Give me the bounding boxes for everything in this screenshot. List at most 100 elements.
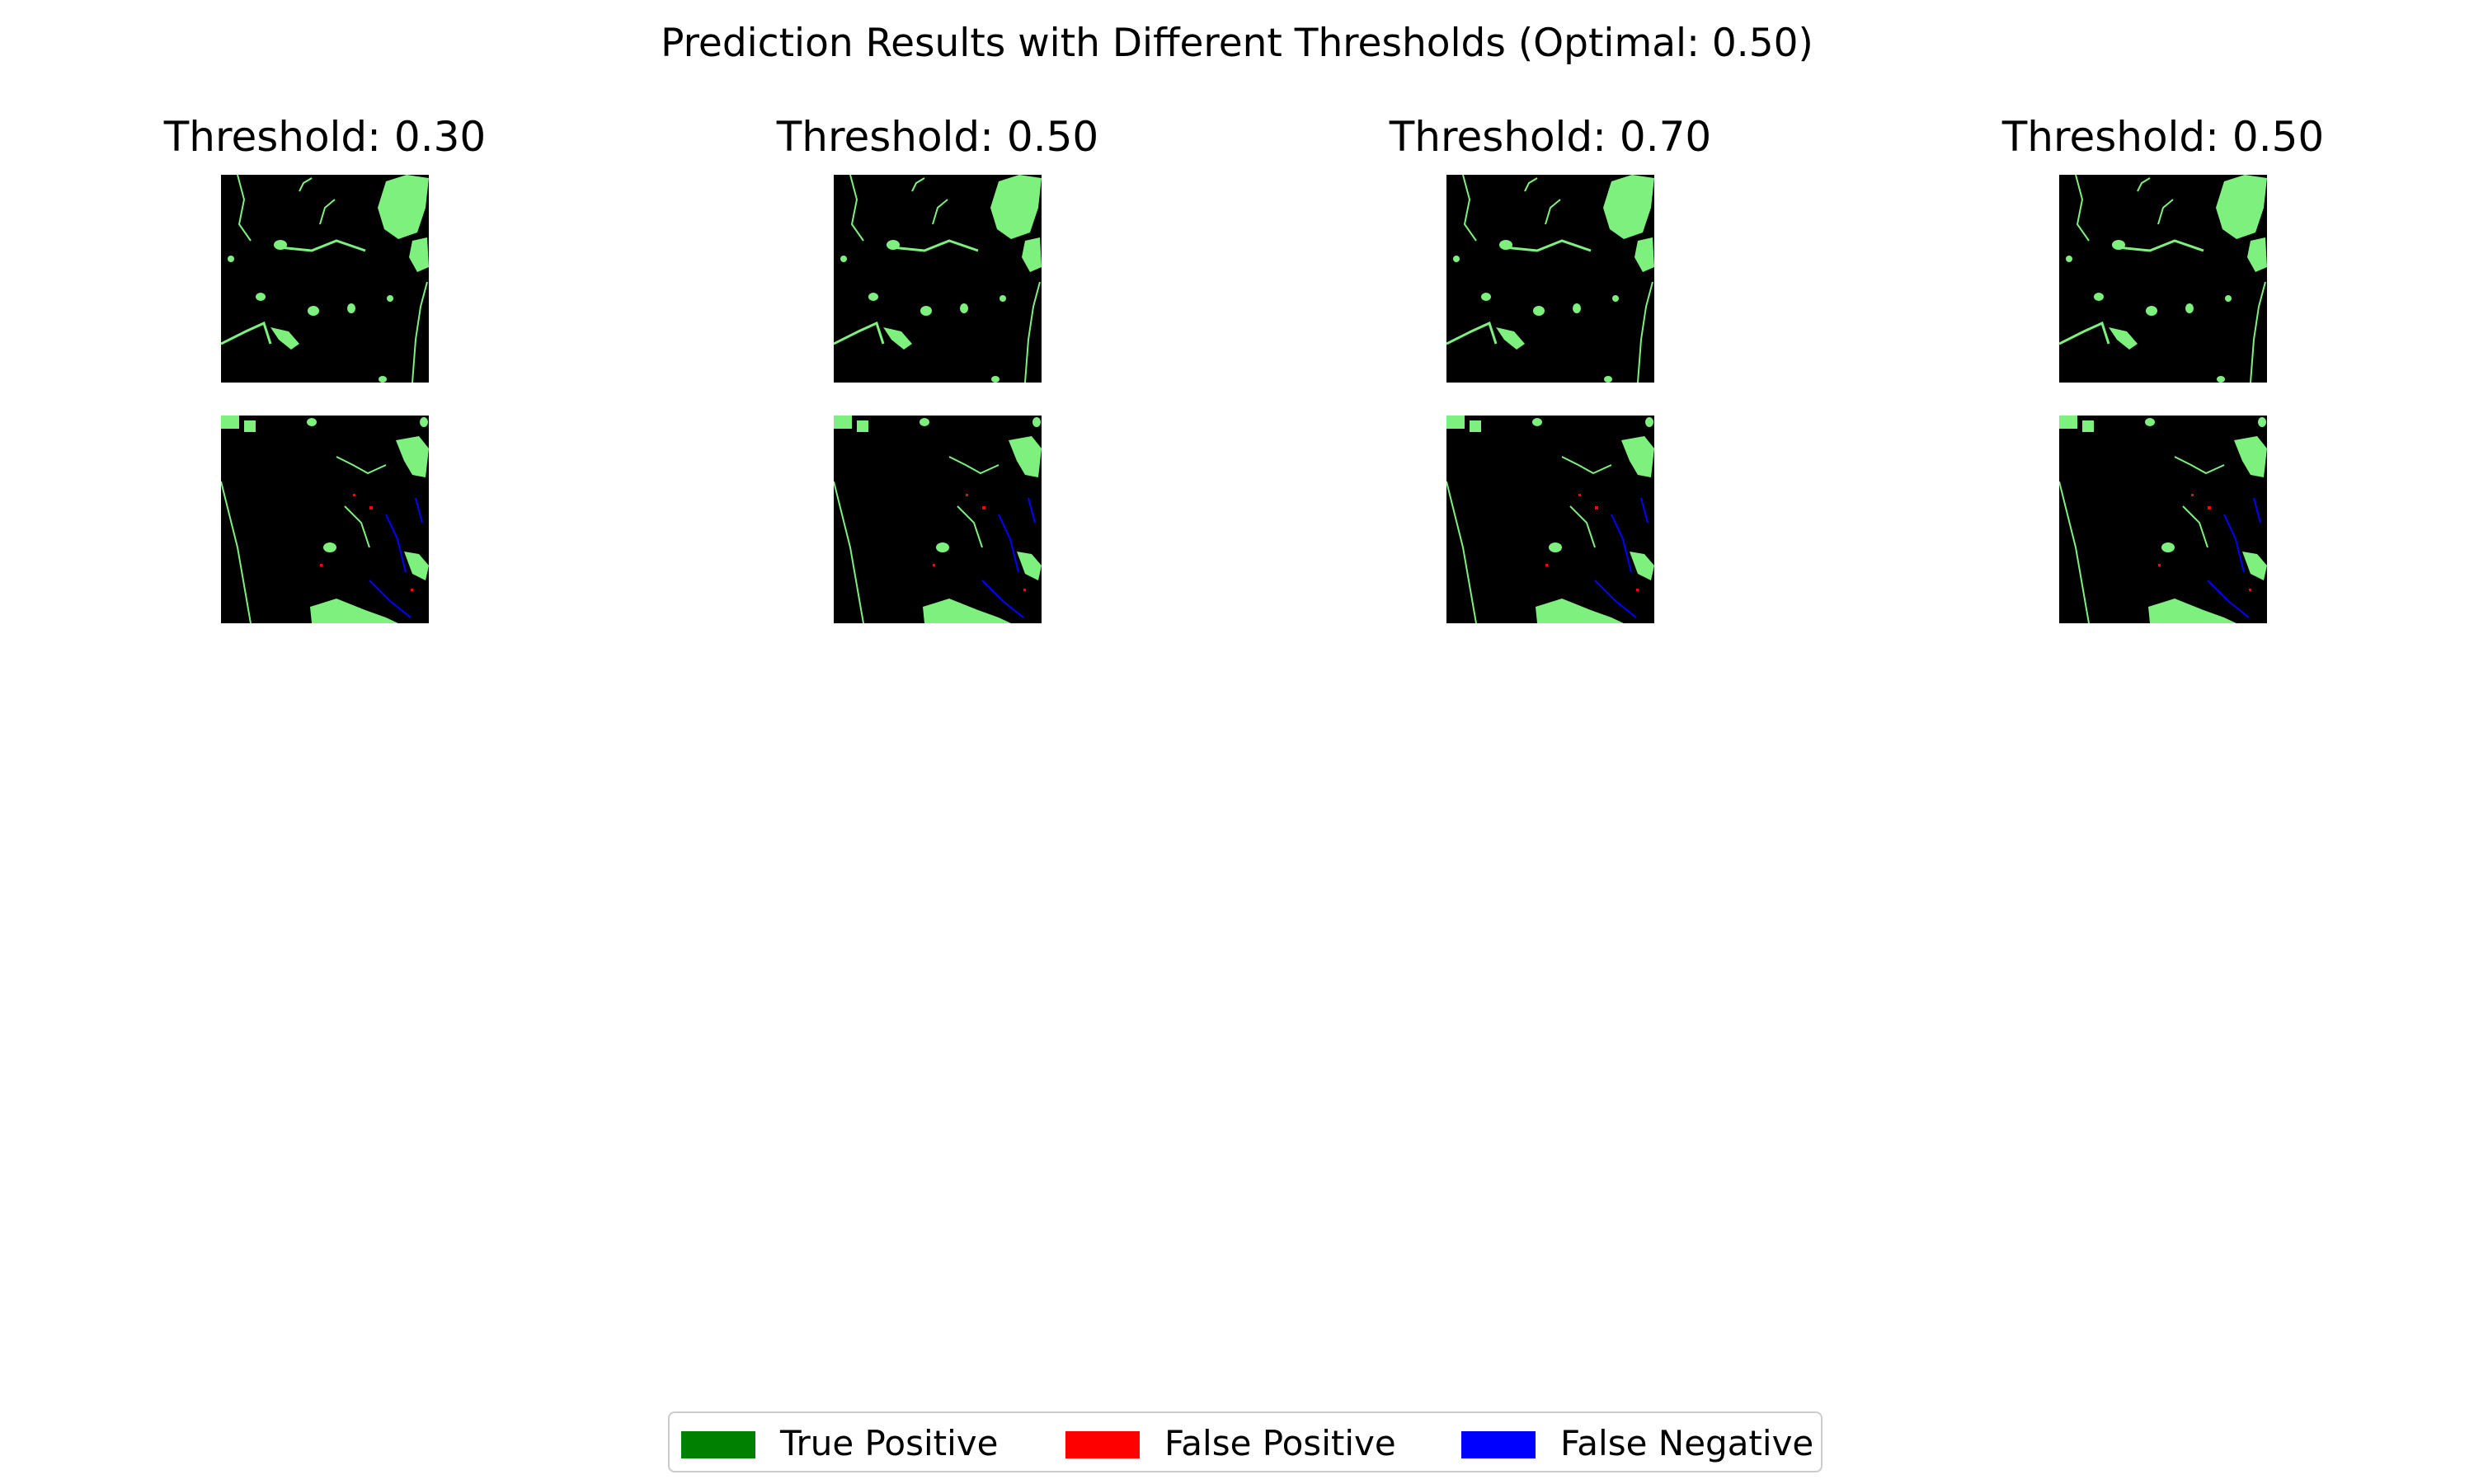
overlay-mask-region-6 bbox=[923, 599, 1011, 623]
water-mask-region-7 bbox=[2066, 256, 2072, 262]
overlay-mask-region-14 bbox=[369, 506, 373, 510]
prediction-panel-row1-col2 bbox=[834, 175, 1042, 383]
legend-swatch-true-positive bbox=[681, 1431, 755, 1458]
overlay-mask-region-1 bbox=[244, 420, 256, 432]
legend-label-false-positive: False Positive bbox=[1164, 1423, 1396, 1463]
overlay-mask-region-7 bbox=[1549, 542, 1562, 552]
overlay-mask-region-5 bbox=[1017, 552, 1042, 580]
water-mask-region-7 bbox=[228, 256, 234, 262]
overlay-mask-region-3 bbox=[420, 417, 428, 427]
water-mask-region-5 bbox=[2185, 303, 2194, 313]
overlay-mask-edge-10 bbox=[957, 506, 982, 547]
prediction-panel-row2-col1 bbox=[221, 416, 429, 623]
water-mask-region-5 bbox=[960, 303, 968, 313]
water-mask-edge-13 bbox=[1638, 282, 1653, 383]
overlay-mask-region-16 bbox=[1636, 589, 1639, 591]
overlay-mask-region-17 bbox=[353, 494, 355, 496]
water-mask-edge-11 bbox=[2117, 241, 2204, 251]
water-mask-edge-15 bbox=[2138, 178, 2150, 191]
water-mask-region-4 bbox=[308, 306, 319, 316]
overlay-mask-edge-8 bbox=[1446, 481, 1476, 623]
overlay-mask-edge-10 bbox=[2183, 506, 2208, 547]
overlay-mask-region-15 bbox=[1545, 564, 1548, 566]
water-mask-edge-14 bbox=[933, 200, 948, 224]
prediction-panel-row1-col3 bbox=[1446, 175, 1654, 383]
water-mask-region-3 bbox=[256, 293, 266, 301]
water-mask-region-3 bbox=[2094, 293, 2104, 301]
overlay-mask-edge-12 bbox=[369, 580, 411, 618]
overlay-mask-region-16 bbox=[411, 589, 413, 591]
overlay-mask-edge-13 bbox=[1028, 498, 1035, 523]
legend: True Positive False Positive False Negat… bbox=[668, 1411, 1823, 1472]
water-mask-edge-10 bbox=[1463, 175, 1476, 241]
overlay-mask-region-3 bbox=[2258, 417, 2266, 427]
water-mask-region-0 bbox=[378, 175, 429, 239]
overlay-mask-region-0 bbox=[221, 416, 239, 429]
prediction-panel-row1-col1 bbox=[221, 175, 429, 383]
water-mask-edge-10 bbox=[238, 175, 251, 241]
segmentation-mask-row1-col2 bbox=[834, 175, 1042, 383]
overlay-mask-region-6 bbox=[310, 599, 398, 623]
water-mask-edge-12 bbox=[2059, 323, 2109, 344]
overlay-mask-region-17 bbox=[2191, 494, 2194, 496]
overlay-mask-region-4 bbox=[1621, 436, 1654, 477]
column-title-3: Threshold: 0.70 bbox=[1336, 113, 1765, 161]
water-mask-edge-11 bbox=[1504, 241, 1591, 251]
water-mask-region-9 bbox=[2217, 376, 2225, 383]
water-mask-edge-15 bbox=[1525, 178, 1537, 191]
overlay-mask-edge-8 bbox=[221, 481, 251, 623]
water-mask-edge-10 bbox=[2076, 175, 2089, 241]
water-mask-edge-10 bbox=[850, 175, 863, 241]
water-mask-region-5 bbox=[1573, 303, 1581, 313]
water-mask-edge-11 bbox=[279, 241, 365, 251]
overlay-mask-region-0 bbox=[834, 416, 852, 429]
segmentation-mask-row2-col2 bbox=[834, 416, 1042, 623]
overlay-mask-region-2 bbox=[1532, 418, 1542, 426]
water-mask-region-1 bbox=[409, 237, 429, 272]
water-mask-region-9 bbox=[379, 376, 387, 383]
water-mask-region-4 bbox=[2146, 306, 2157, 316]
water-mask-edge-13 bbox=[2251, 282, 2265, 383]
column-title-4: Threshold: 0.50 bbox=[1949, 113, 2378, 161]
figure-title: Prediction Results with Different Thresh… bbox=[0, 21, 2474, 66]
overlay-mask-edge-12 bbox=[2208, 580, 2249, 618]
water-mask-region-4 bbox=[920, 306, 932, 316]
water-mask-region-1 bbox=[1634, 237, 1654, 272]
overlay-mask-edge-8 bbox=[834, 481, 863, 623]
water-mask-region-1 bbox=[1022, 237, 1042, 272]
water-mask-region-9 bbox=[991, 376, 999, 383]
segmentation-mask-row2-col3 bbox=[1446, 416, 1654, 623]
overlay-mask-region-0 bbox=[2059, 416, 2077, 429]
overlay-mask-edge-12 bbox=[982, 580, 1023, 618]
overlay-mask-region-0 bbox=[1446, 416, 1465, 429]
prediction-panel-row2-col3 bbox=[1446, 416, 1654, 623]
overlay-mask-region-7 bbox=[323, 542, 336, 552]
segmentation-mask-row1-col3 bbox=[1446, 175, 1654, 383]
overlay-mask-region-17 bbox=[1578, 494, 1581, 496]
overlay-mask-region-5 bbox=[404, 552, 429, 580]
water-mask-region-7 bbox=[840, 256, 847, 262]
water-mask-region-1 bbox=[2247, 237, 2267, 272]
overlay-mask-edge-9 bbox=[1562, 457, 1611, 473]
water-mask-edge-14 bbox=[320, 200, 335, 224]
water-mask-region-8 bbox=[2109, 327, 2138, 350]
overlay-mask-region-1 bbox=[1470, 420, 1481, 432]
overlay-mask-edge-13 bbox=[416, 498, 422, 523]
water-mask-region-0 bbox=[1603, 175, 1654, 239]
overlay-mask-region-14 bbox=[982, 506, 985, 510]
overlay-mask-region-6 bbox=[2148, 599, 2236, 623]
overlay-mask-region-2 bbox=[920, 418, 929, 426]
prediction-panel-row1-col4 bbox=[2059, 175, 2267, 383]
overlay-mask-region-4 bbox=[396, 436, 429, 477]
water-mask-region-6 bbox=[387, 295, 393, 302]
overlay-mask-edge-9 bbox=[336, 457, 386, 473]
segmentation-mask-row1-col1 bbox=[221, 175, 429, 383]
overlay-mask-region-5 bbox=[2242, 552, 2267, 580]
overlay-mask-region-7 bbox=[936, 542, 949, 552]
water-mask-edge-12 bbox=[1446, 323, 1496, 344]
water-mask-region-6 bbox=[999, 295, 1006, 302]
prediction-panel-row2-col2 bbox=[834, 416, 1042, 623]
water-mask-region-8 bbox=[270, 327, 299, 350]
legend-swatch-false-positive bbox=[1065, 1431, 1140, 1458]
water-mask-region-3 bbox=[868, 293, 878, 301]
